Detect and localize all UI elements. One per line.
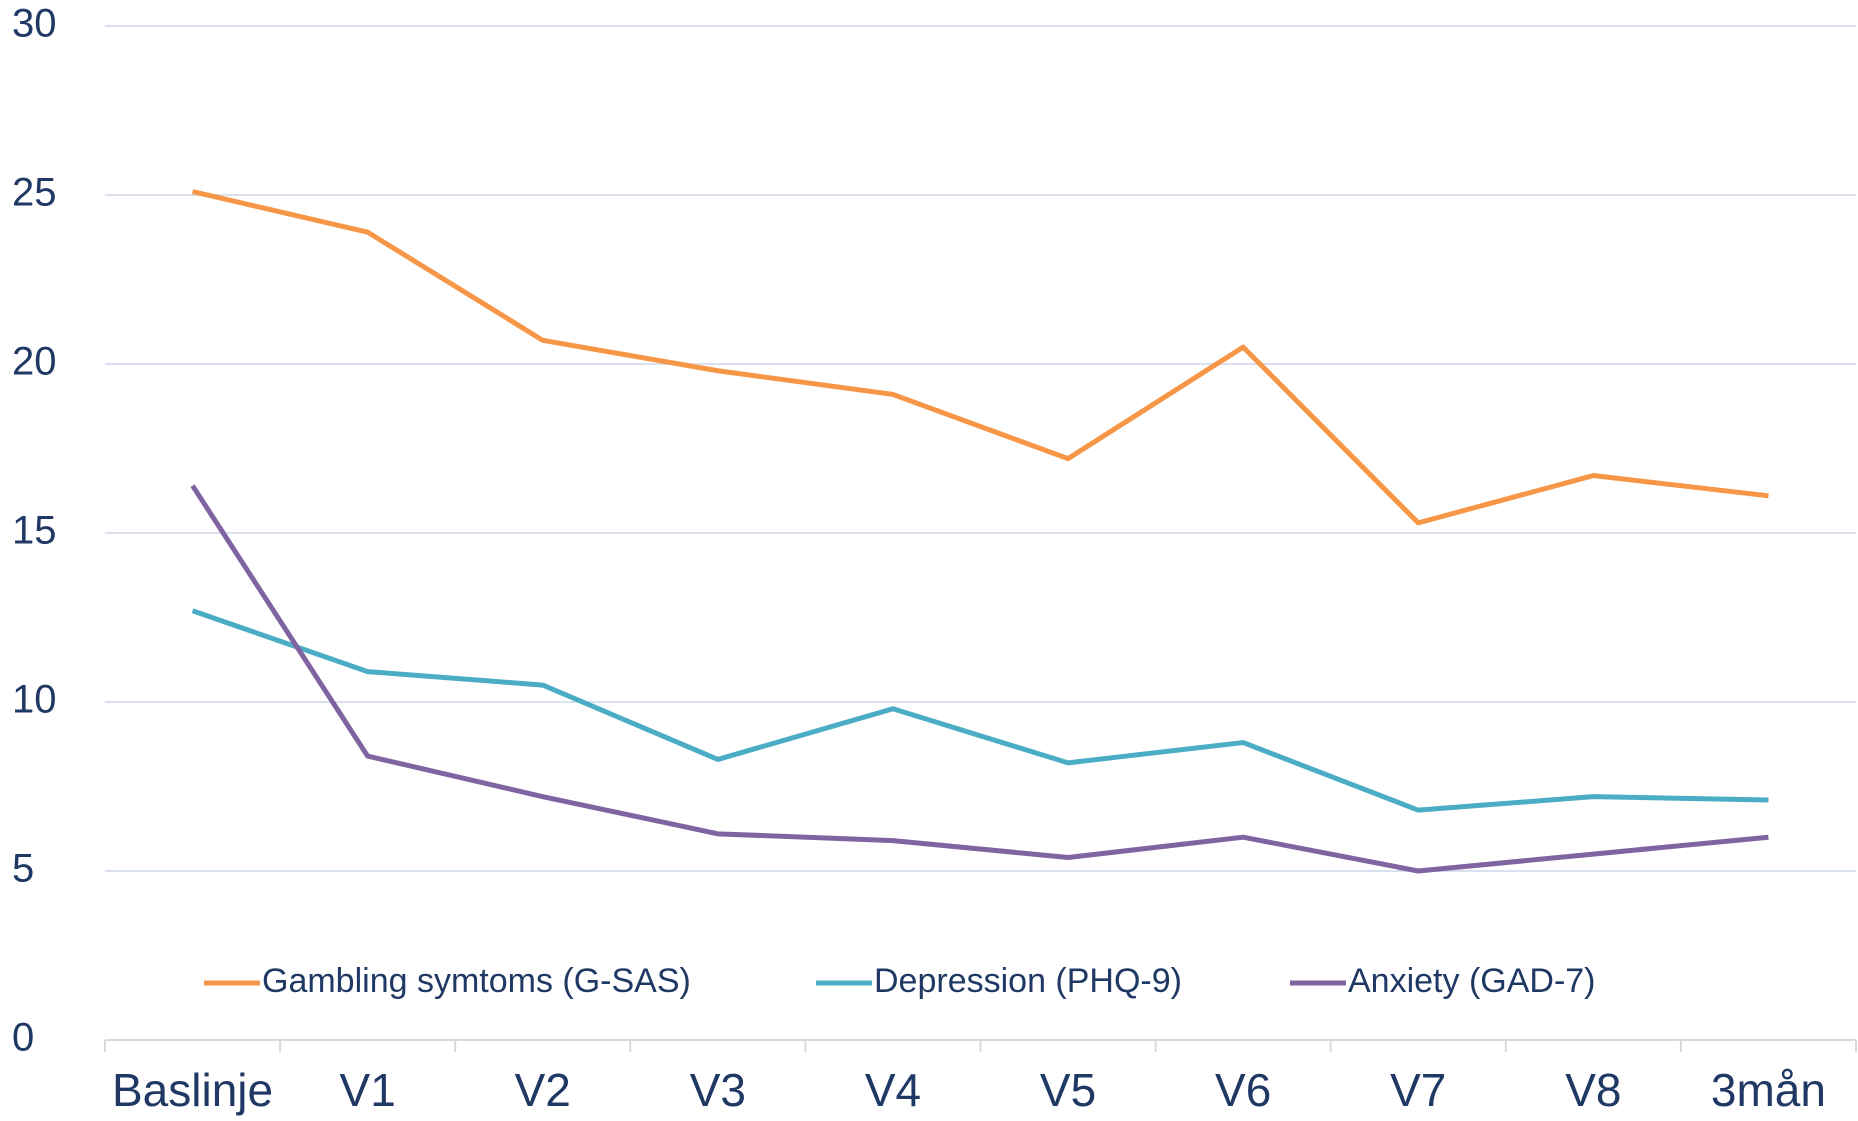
y-tick-label: 25 bbox=[12, 171, 57, 215]
legend-label: Depression (PHQ-9) bbox=[874, 962, 1182, 1000]
x-tick-label: V2 bbox=[515, 1064, 571, 1116]
line-series bbox=[190, 484, 1769, 874]
line-series bbox=[191, 608, 1769, 813]
y-tick-label: 15 bbox=[12, 509, 57, 553]
y-tick-label: 30 bbox=[12, 2, 57, 46]
x-tick-label: V1 bbox=[340, 1064, 396, 1116]
y-tick-label: 10 bbox=[12, 678, 57, 722]
legend-label: Anxiety (GAD-7) bbox=[1348, 962, 1596, 1000]
y-tick-label: 0 bbox=[12, 1016, 34, 1060]
x-tick-label: V8 bbox=[1565, 1064, 1621, 1116]
x-tick-label: 3mån bbox=[1711, 1064, 1826, 1116]
x-tick-label: V5 bbox=[1040, 1064, 1096, 1116]
line-series bbox=[191, 189, 1769, 526]
x-tick-label: V6 bbox=[1215, 1064, 1271, 1116]
y-tick-label: 20 bbox=[12, 340, 57, 384]
legend-label: Gambling symtoms (G-SAS) bbox=[262, 962, 691, 1000]
x-tick-label: V4 bbox=[865, 1064, 921, 1116]
x-tick-label: Baslinje bbox=[112, 1064, 273, 1116]
x-tick-label: V7 bbox=[1390, 1064, 1446, 1116]
x-tick-label: V3 bbox=[690, 1064, 746, 1116]
y-tick-label: 5 bbox=[12, 847, 34, 891]
